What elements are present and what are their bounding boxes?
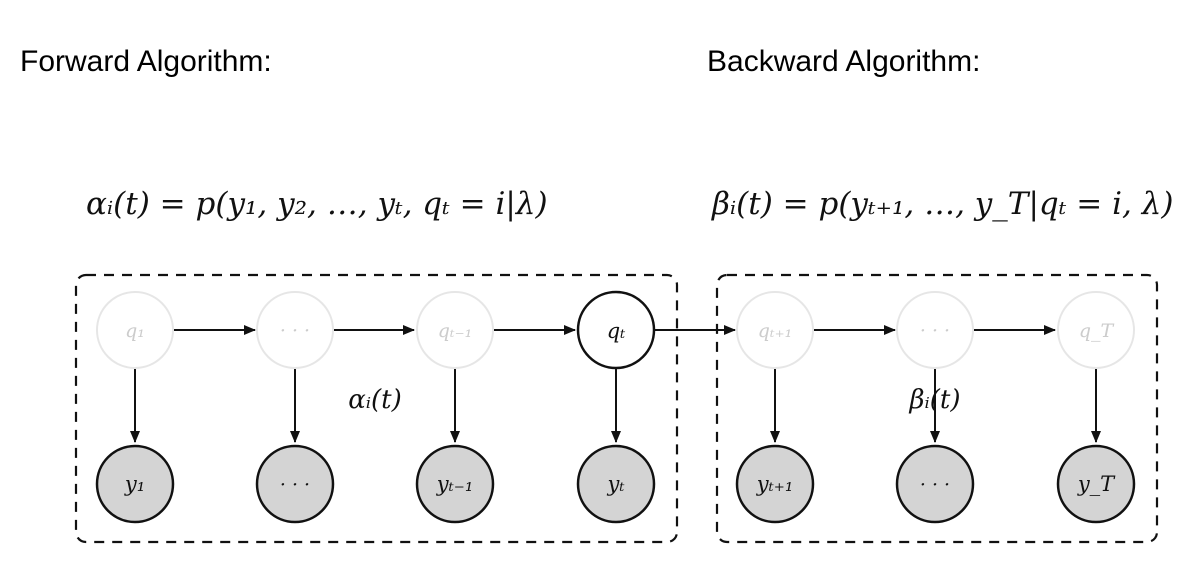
- svg-text:q₁: q₁: [125, 320, 145, 342]
- forward-formula: αᵢ(t) = p(y₁, y₂, …, yₜ, qₜ = i|λ): [86, 186, 548, 222]
- hidden-node-ellipsis: · · ·: [256, 291, 334, 369]
- svg-text:y₁: y₁: [124, 472, 145, 496]
- hidden-node-qt-minus-1: qₜ₋₁: [416, 291, 494, 369]
- svg-text:y_T: y_T: [1077, 472, 1116, 496]
- observed-node-yt: yₜ: [576, 444, 656, 524]
- svg-text:· · ·: · · ·: [280, 474, 310, 496]
- svg-text:· · ·: · · ·: [920, 320, 950, 342]
- observed-node-yt-minus-1: yₜ₋₁: [415, 444, 495, 524]
- observed-node-yt-plus-1: yₜ₊₁: [735, 444, 815, 524]
- hidden-node-qt: qₜ: [576, 290, 656, 370]
- svg-text:· · ·: · · ·: [280, 320, 310, 342]
- svg-text:qₜ₊₁: qₜ₊₁: [758, 320, 793, 342]
- backward-algorithm-heading: Backward Algorithm:: [707, 45, 981, 78]
- svg-text:· · ·: · · ·: [920, 474, 950, 496]
- observed-node-yT: y_T: [1056, 444, 1136, 524]
- observed-node-y1: y₁: [95, 444, 175, 524]
- forward-algorithm-heading: Forward Algorithm:: [20, 45, 272, 78]
- svg-text:qₜ: qₜ: [607, 319, 626, 343]
- svg-text:yₜ₊₁: yₜ₊₁: [756, 472, 794, 496]
- backward-panel-border: [715, 273, 1159, 544]
- hidden-node-ellipsis: · · ·: [896, 291, 974, 369]
- hidden-node-qT: q_T: [1057, 291, 1135, 369]
- svg-text:yₜ: yₜ: [606, 472, 624, 496]
- forward-alpha-annotation: αᵢ(t): [348, 385, 402, 415]
- svg-text:qₜ₋₁: qₜ₋₁: [438, 320, 473, 342]
- forward-panel-border: [74, 273, 679, 544]
- observed-node-ellipsis: · · ·: [895, 444, 975, 524]
- backward-formula: βᵢ(t) = p(yₜ₊₁, …, y_T|qₜ = i, λ): [712, 186, 1174, 222]
- backward-beta-annotation: βᵢ(t): [909, 385, 961, 415]
- hidden-node-qt-plus-1: qₜ₊₁: [736, 291, 814, 369]
- observed-node-ellipsis: · · ·: [255, 444, 335, 524]
- svg-text:yₜ₋₁: yₜ₋₁: [436, 472, 474, 496]
- hidden-node-q1: q₁: [96, 291, 174, 369]
- svg-text:q_T: q_T: [1079, 320, 1115, 342]
